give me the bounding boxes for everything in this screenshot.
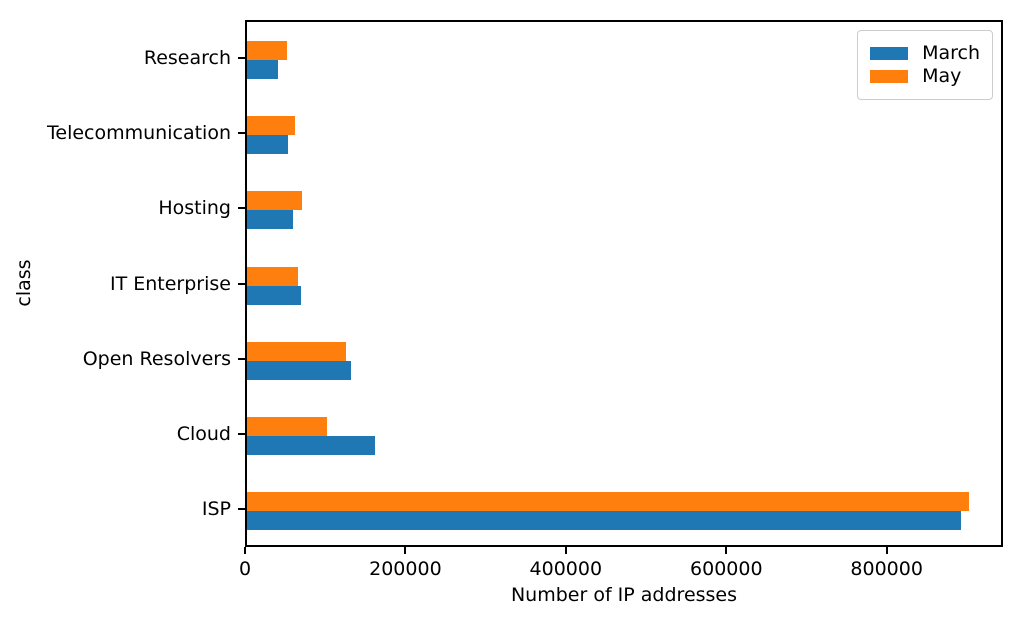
bar-march-open-resolvers <box>247 360 351 380</box>
y-tick-hosting <box>238 207 245 210</box>
y-tick-it-enterprise <box>238 282 245 285</box>
bar-march-isp <box>247 511 961 531</box>
category-label-hosting: Hosting <box>158 197 231 220</box>
bar-may-research <box>247 40 288 60</box>
bar-march-telecommunication <box>247 134 288 154</box>
x-tick-label-0: 0 <box>238 558 252 580</box>
x-tick-200000 <box>404 547 407 554</box>
x-axis-label: Number of IP addresses <box>510 584 738 606</box>
category-label-telecommunication: Telecommunication <box>47 121 231 144</box>
y-tick-research <box>238 56 245 59</box>
legend-item-may: May <box>870 67 980 86</box>
x-tick-800000 <box>885 547 888 554</box>
category-label-isp: ISP <box>201 498 231 521</box>
category-label-research: Research <box>143 46 231 69</box>
bar-may-isp <box>247 492 969 512</box>
category-label-open-resolvers: Open Resolvers <box>82 347 231 370</box>
bar-march-cloud <box>247 436 376 456</box>
bar-may-open-resolvers <box>247 341 346 361</box>
bar-may-it-enterprise <box>247 266 299 286</box>
plot-area: March May <box>245 20 1003 547</box>
bar-march-hosting <box>247 210 293 230</box>
y-tick-telecommunication <box>238 131 245 134</box>
category-label-it-enterprise: IT Enterprise <box>110 272 231 295</box>
x-tick-label-800000: 800000 <box>850 558 923 580</box>
legend-swatch-march <box>870 47 909 60</box>
bar-may-hosting <box>247 191 303 211</box>
bar-may-cloud <box>247 417 328 437</box>
x-tick-400000 <box>564 547 567 554</box>
legend-swatch-may <box>870 70 909 83</box>
x-tick-label-400000: 400000 <box>529 558 603 580</box>
y-tick-isp <box>238 508 245 511</box>
bars-layer <box>247 22 1001 545</box>
legend-label-may: May <box>922 65 962 87</box>
x-tick-label-200000: 200000 <box>369 558 442 580</box>
legend-label-march: March <box>922 42 980 64</box>
x-tick-0 <box>244 547 246 554</box>
bar-march-research <box>247 59 278 79</box>
x-tick-600000 <box>725 547 728 554</box>
category-label-cloud: Cloud <box>176 423 231 446</box>
legend: March May <box>857 30 993 100</box>
y-tick-open-resolvers <box>238 357 245 360</box>
y-tick-cloud <box>238 433 245 436</box>
legend-item-march: March <box>870 44 980 63</box>
bar-may-telecommunication <box>247 115 296 135</box>
x-tick-label-600000: 600000 <box>690 558 763 580</box>
bar-march-it-enterprise <box>247 285 301 305</box>
